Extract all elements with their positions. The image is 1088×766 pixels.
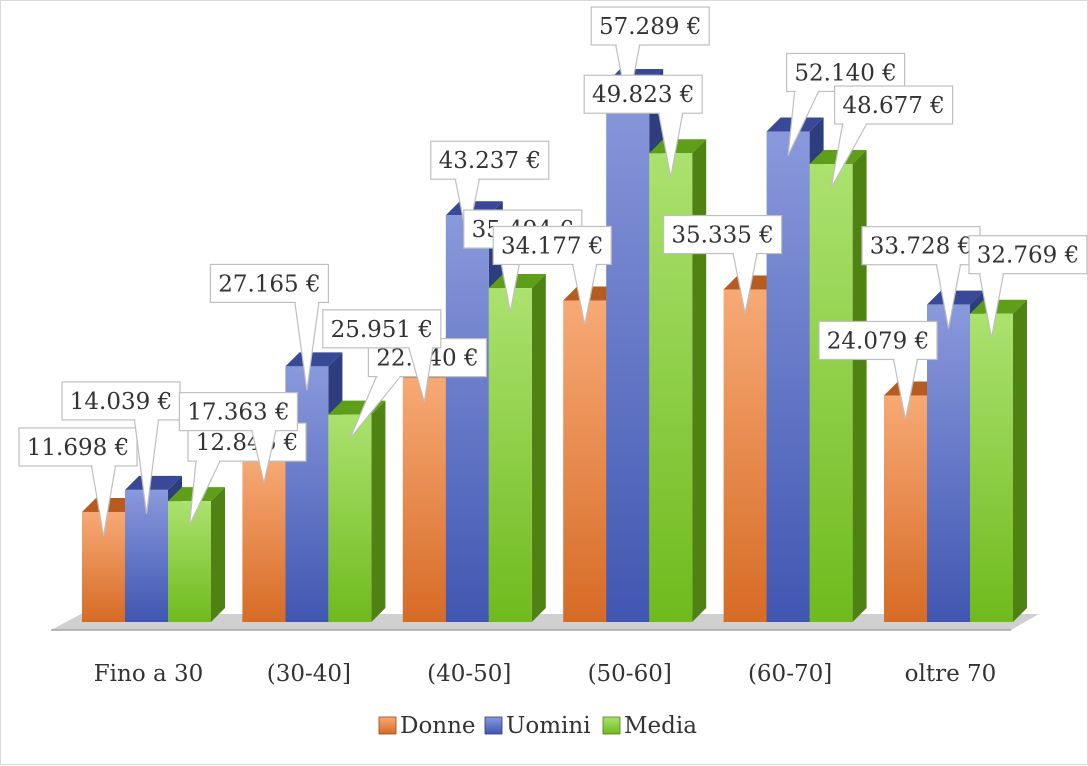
data-label-text: 57.289 €: [599, 14, 701, 40]
data-label-text: 32.769 €: [977, 243, 1079, 269]
x-axis-ticks: Fino a 30 (30-40] (40-50] (50-60] (60-70] olt…: [94, 661, 997, 687]
x-tick-60-70: (60-70]: [748, 661, 832, 687]
data-label-text: 34.177 €: [501, 233, 603, 259]
x-tick-oltre-70: oltre 70: [905, 661, 997, 687]
data-label-text: 12.846 €: [196, 430, 298, 456]
legend-label-uomini: Uomini: [506, 713, 591, 739]
bar-media-60-70: [809, 150, 867, 623]
data-label-media-60-70: 48.677 €: [830, 85, 954, 189]
legend-item-uomini: Uomini: [484, 713, 591, 739]
data-label-uomini-30-40: 27.165 €: [209, 263, 329, 391]
bar-media-fino-a-30: [168, 487, 225, 622]
data-label-donne-oltre-70: 24.079 €: [818, 320, 938, 420]
data-label-uomini-60-70: 52.140 €: [785, 52, 906, 156]
data-label-text: 33.728 €: [870, 234, 972, 260]
data-label-text: 52.140 €: [794, 60, 896, 86]
data-label-text: 27.165 €: [218, 271, 320, 297]
x-tick-50-60: (50-60]: [588, 661, 672, 687]
x-tick-40-50: (40-50]: [427, 661, 511, 687]
data-label-donne-60-70: 35.335 €: [662, 214, 783, 314]
legend-label-donne: Donne: [400, 713, 476, 739]
data-labels-layer: 11.698 € 14.039 € 12.846 € 17.363 € 27.165 €…: [18, 6, 1088, 537]
data-label-media-oltre-70: 32.769 €: [968, 235, 1088, 338]
data-label-media-50-60: 49.823 €: [583, 74, 703, 178]
legend-swatch-uomini: [484, 716, 503, 735]
data-label-uomini-oltre-70: 33.728 €: [861, 226, 981, 329]
bar-media-oltre-70: [970, 299, 1027, 622]
x-tick-30-40: (30-40]: [267, 661, 351, 687]
data-label-text: 43.237 €: [439, 148, 541, 174]
data-label-text: 48.677 €: [842, 93, 944, 119]
data-label-donne-40-50: 25.951 €: [322, 309, 442, 403]
data-label-uomini-40-50: 43.237 €: [430, 140, 550, 240]
legend-item-media: Media: [602, 713, 697, 739]
data-label-text: 49.823 €: [592, 82, 694, 108]
x-tick-fino-a-30: Fino a 30: [94, 661, 204, 687]
legend-item-donne: Donne: [378, 713, 476, 739]
data-label-text: 24.079 €: [827, 328, 929, 354]
data-label-donne-30-40: 17.363 €: [178, 392, 298, 483]
data-label-text: 25.951 €: [331, 317, 433, 343]
legend-swatch-media: [602, 716, 621, 735]
data-label-donne-fino-a-30: 11.698 €: [18, 427, 138, 537]
data-label-text: 17.363 €: [187, 400, 289, 426]
legend: Donne Uomini Media: [378, 713, 697, 739]
data-label-donne-50-60: 34.177 €: [492, 225, 612, 325]
data-label-uomini-fino-a-30: 14.039 €: [61, 381, 181, 514]
bar-media-50-60: [649, 139, 707, 622]
data-label-uomini-50-60: 57.289 €: [590, 6, 710, 108]
data-label-text: 35.335 €: [671, 223, 773, 249]
legend-label-media: Media: [624, 713, 697, 739]
bar-media-30-40: [328, 400, 386, 622]
bar-media-40-50: [488, 274, 546, 622]
bars-layer: [82, 69, 1027, 623]
data-label-text: 14.039 €: [70, 389, 172, 415]
data-label-text: 11.698 €: [27, 435, 129, 461]
legend-swatch-donne: [378, 716, 397, 735]
